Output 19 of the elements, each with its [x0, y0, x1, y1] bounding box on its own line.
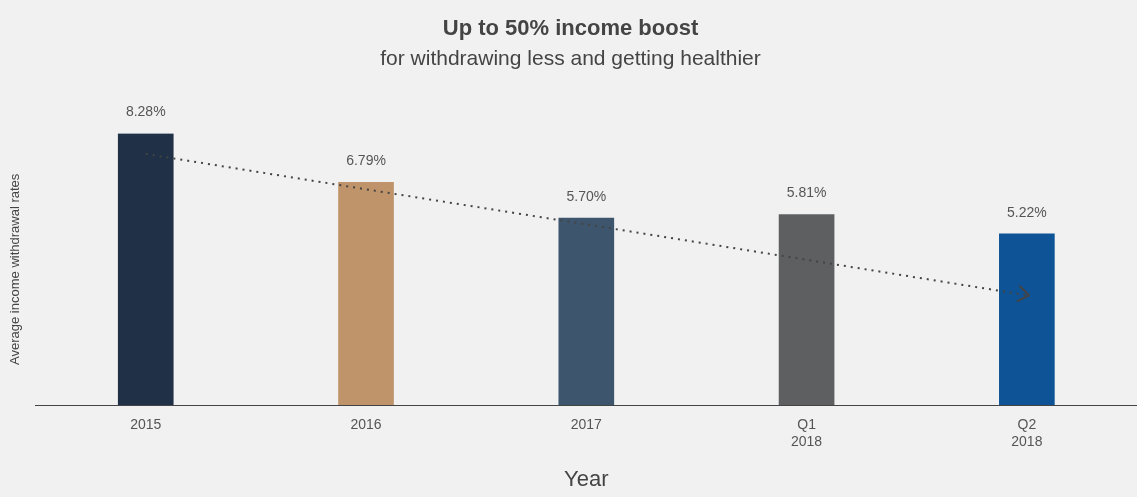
x-tick-label: 2016	[350, 416, 382, 433]
bar	[558, 217, 615, 405]
y-axis-title: Average income withdrawal rates	[7, 173, 23, 365]
bar	[338, 182, 394, 405]
data-label: 5.70%	[566, 188, 607, 205]
bar	[999, 233, 1055, 405]
x-tick-label: Q2 2018	[1011, 416, 1043, 450]
x-tick-label: Q1 2018	[791, 416, 823, 450]
x-axis-title: Year	[564, 465, 609, 491]
bar	[117, 133, 174, 405]
data-label: 8.28%	[125, 103, 166, 120]
chart-subtitle: for withdrawing less and getting healthier	[380, 45, 761, 69]
data-label: 6.79%	[346, 152, 386, 169]
data-label: 5.22%	[1007, 203, 1047, 220]
bar	[778, 214, 835, 405]
x-tick-label: 2015	[130, 416, 162, 433]
data-label: 5.81%	[786, 184, 827, 201]
chart-title: Up to 50% income boost	[442, 15, 699, 41]
x-tick-label: 2017	[570, 416, 603, 433]
